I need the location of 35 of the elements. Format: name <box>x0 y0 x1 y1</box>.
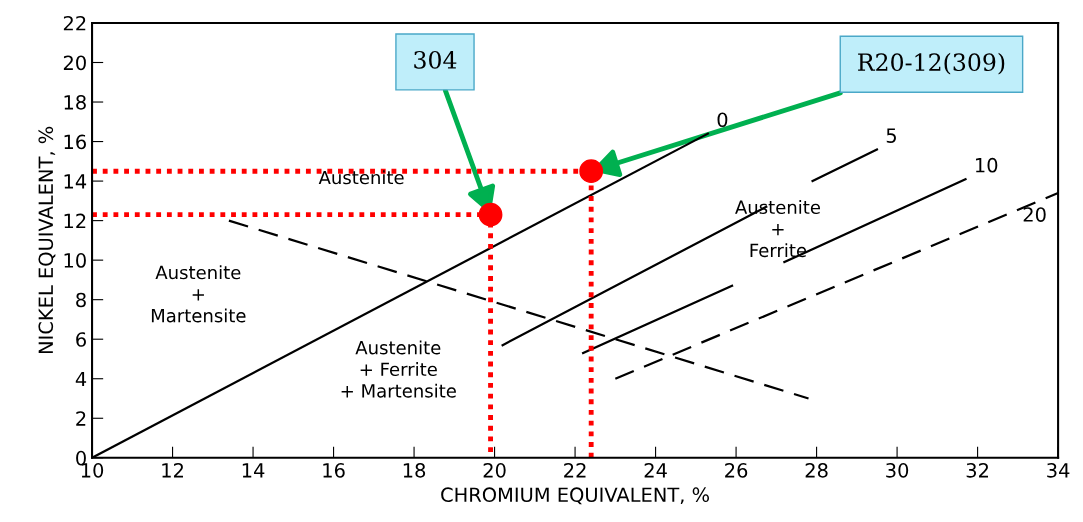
annotation: Austenite + Martensite <box>151 265 246 323</box>
y-tick-label: 6 <box>76 332 86 347</box>
y-tick-label: 18 <box>64 94 86 110</box>
x-tick-label: 18 <box>403 463 426 478</box>
x-tick-label: 20 <box>483 463 506 478</box>
annotation: Austenite + Ferrite + Martensite <box>341 340 456 398</box>
series-label: 5 <box>886 128 896 143</box>
y-tick-label: 2 <box>76 411 86 426</box>
x-tick-label: 16 <box>323 463 345 478</box>
y-tick-label: 16 <box>64 134 86 150</box>
annotation: Austenite <box>318 170 404 185</box>
y-tick-label: 10 <box>64 253 86 268</box>
series-label: 20 <box>1023 207 1046 222</box>
y-tick-label: 20 <box>63 55 86 71</box>
x-tick-label: 28 <box>805 463 828 478</box>
annotation: 304 <box>414 50 457 69</box>
x-tick-label: 22 <box>564 463 586 478</box>
x-tick-label: 14 <box>242 463 265 478</box>
x-tick-label: 24 <box>644 463 667 478</box>
x-tick-label: 26 <box>725 463 748 478</box>
y-tick-label: 4 <box>75 371 87 387</box>
y-tick-label: 14 <box>64 174 87 189</box>
annotation: Austenite + Ferrite <box>735 200 820 258</box>
x-tick-label: 32 <box>966 463 989 478</box>
x-tick-label: 34 <box>1047 463 1070 478</box>
y-axis-title: NICKEL EQUIVALENT, % <box>38 126 56 354</box>
y-tick-label: 8 <box>76 292 86 308</box>
x-tick-label: 30 <box>886 463 909 478</box>
series-label: 0 <box>717 112 728 128</box>
series-label: 10 <box>975 157 998 173</box>
y-tick-label: 12 <box>64 213 86 228</box>
x-tick-label: 12 <box>162 463 183 478</box>
annotation: R20-12(309) <box>858 52 1005 75</box>
x-axis-title: CHROMIUM EQUIVALENT, % <box>441 487 709 505</box>
y-tick-label: 22 <box>63 15 86 31</box>
